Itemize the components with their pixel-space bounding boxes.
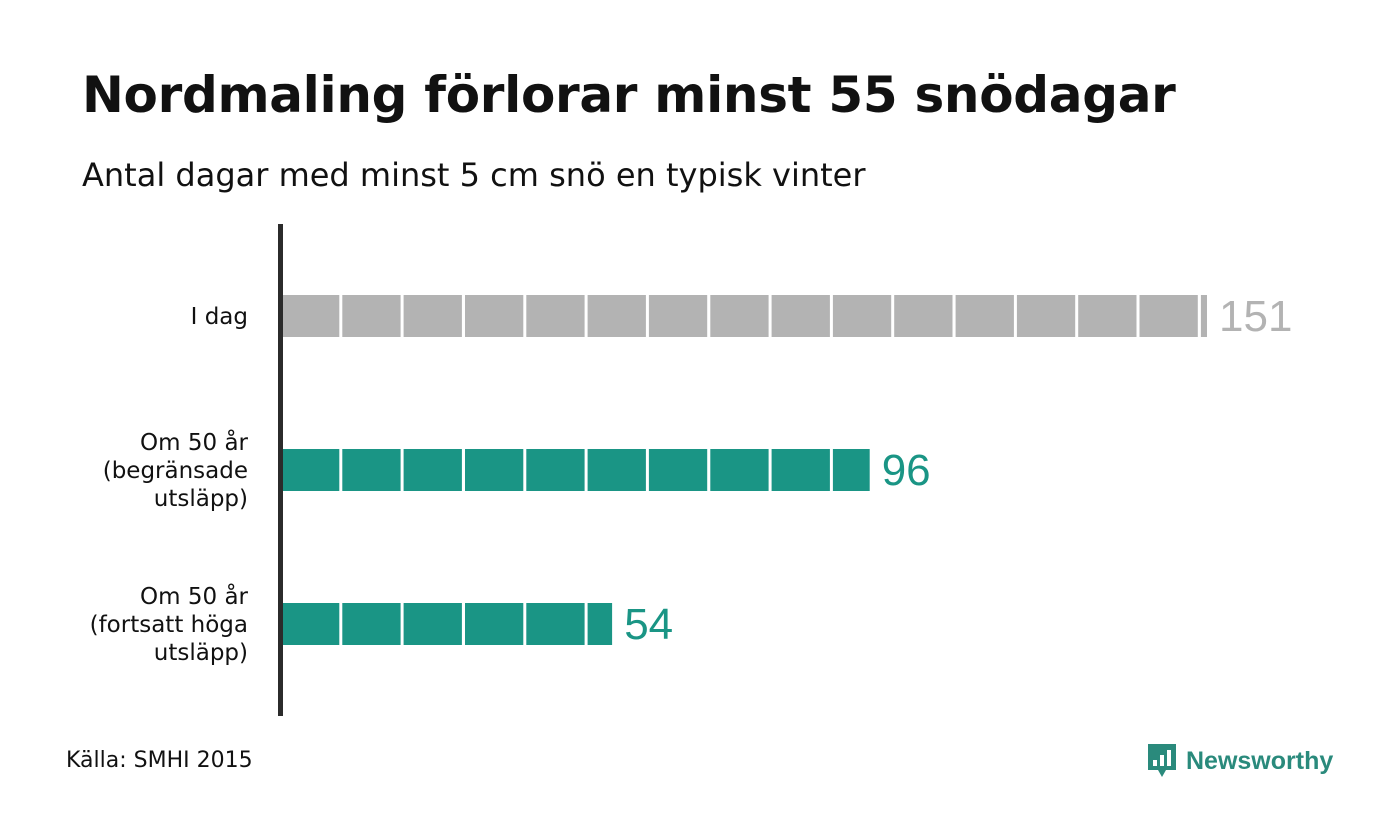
bar-segment [342, 295, 401, 337]
bar-segment [403, 603, 462, 645]
bar-segment [648, 295, 708, 337]
bar-segment [771, 449, 830, 491]
bar-segment [955, 295, 1014, 337]
chart-title: Nordmaling förlorar minst 55 snödagar [82, 66, 1176, 124]
category-label: I dag [191, 304, 248, 330]
bar-segment [342, 449, 401, 491]
bar-segment [832, 295, 892, 337]
source-note: Källa: SMHI 2015 [66, 748, 253, 773]
bar-segment [1016, 295, 1076, 337]
category-label-line: utsläpp) [154, 640, 248, 666]
category-label: Om 50 år (fortsatt höga utsläpp) [90, 582, 249, 666]
bar-segment [648, 449, 708, 491]
category-label-line: Om 50 år [140, 582, 248, 610]
bar-segment [465, 295, 524, 337]
bar-segment [281, 295, 340, 337]
bar-value-label: 151 [1219, 292, 1292, 341]
bar-segment [710, 295, 769, 337]
bar-segment [1139, 295, 1198, 337]
category-label-line: Om 50 år [140, 428, 248, 456]
bar-segment [403, 295, 462, 337]
bar-segment [771, 295, 830, 337]
brand-name: Newsworthy [1186, 746, 1334, 775]
newsworthy-logo-icon [1148, 744, 1176, 777]
bar-segment [342, 603, 401, 645]
bar-segment [465, 449, 524, 491]
bar-segment [1078, 295, 1137, 337]
bar-segment [1200, 295, 1207, 337]
category-label-line: I dag [191, 304, 248, 330]
bar-segment [587, 603, 613, 645]
bar-segment [403, 449, 462, 491]
bar-segment [894, 295, 953, 337]
bar-segment [281, 603, 340, 645]
chart-subtitle: Antal dagar med minst 5 cm snö en typisk… [82, 156, 866, 194]
bar-segment [832, 449, 870, 491]
bar-segment [465, 603, 524, 645]
category-label-line: utsläpp) [154, 486, 248, 512]
category-label: Om 50 år (begränsade utsläpp) [103, 428, 249, 512]
brand-logo[interactable]: Newsworthy [1146, 742, 1333, 780]
y-axis-line [278, 224, 283, 716]
bar-value-label: 96 [882, 446, 931, 495]
bar-segment [526, 603, 585, 645]
bar-segment [281, 449, 340, 491]
category-label-line: (begränsade [103, 458, 248, 484]
bar-segment [710, 449, 769, 491]
bar-segment [587, 295, 646, 337]
bar-segment [526, 449, 585, 491]
bar-value-label: 54 [624, 600, 673, 649]
category-label-line: (fortsatt höga [90, 612, 248, 638]
bar-segment [587, 449, 646, 491]
bar-segment [526, 295, 585, 337]
